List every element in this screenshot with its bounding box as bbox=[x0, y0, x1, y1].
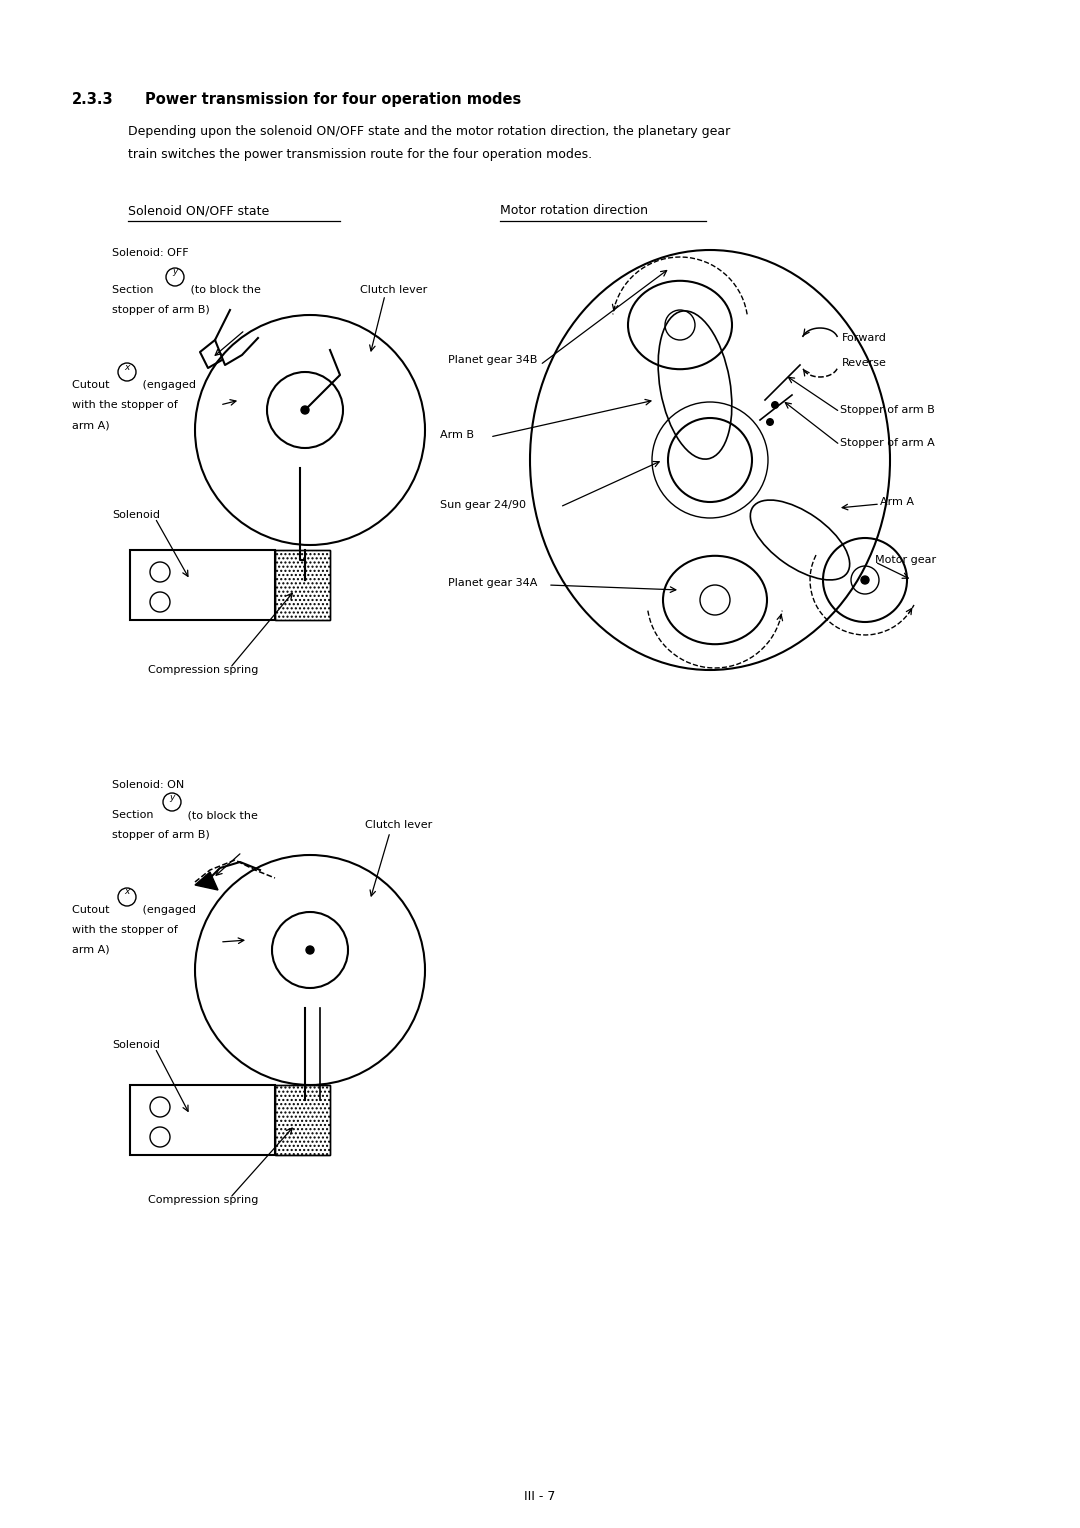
Text: Planet gear 34A: Planet gear 34A bbox=[448, 578, 538, 588]
Text: Cutout: Cutout bbox=[72, 905, 113, 915]
Text: train switches the power transmission route for the four operation modes.: train switches the power transmission ro… bbox=[129, 148, 592, 160]
Text: Solenoid ON/OFF state: Solenoid ON/OFF state bbox=[129, 205, 269, 217]
Text: Solenoid: OFF: Solenoid: OFF bbox=[112, 248, 189, 258]
Text: Section: Section bbox=[112, 810, 157, 821]
Text: arm A): arm A) bbox=[72, 420, 110, 429]
Text: Solenoid: ON: Solenoid: ON bbox=[112, 779, 185, 790]
Text: arm A): arm A) bbox=[72, 944, 110, 955]
Text: Motor rotation direction: Motor rotation direction bbox=[500, 205, 648, 217]
Text: with the stopper of: with the stopper of bbox=[72, 924, 178, 935]
Text: Power transmission for four operation modes: Power transmission for four operation mo… bbox=[145, 92, 522, 107]
Text: with the stopper of: with the stopper of bbox=[72, 400, 178, 410]
Text: Stopper of arm A: Stopper of arm A bbox=[840, 439, 935, 448]
Text: y: y bbox=[173, 267, 178, 277]
Text: Motor gear: Motor gear bbox=[875, 555, 936, 565]
Text: 2.3.3: 2.3.3 bbox=[72, 92, 113, 107]
Text: Clutch lever: Clutch lever bbox=[365, 821, 432, 830]
Bar bbox=[275, 1085, 330, 1155]
Text: Clutch lever: Clutch lever bbox=[360, 286, 428, 295]
Text: stopper of arm B): stopper of arm B) bbox=[112, 830, 210, 840]
Text: Compression spring: Compression spring bbox=[148, 1195, 258, 1206]
Text: stopper of arm B): stopper of arm B) bbox=[112, 306, 210, 315]
Circle shape bbox=[771, 400, 779, 410]
Text: Cutout: Cutout bbox=[72, 380, 113, 390]
Text: x: x bbox=[124, 362, 130, 371]
Polygon shape bbox=[195, 872, 218, 889]
Text: Compression spring: Compression spring bbox=[148, 665, 258, 675]
Text: Solenoid: Solenoid bbox=[112, 510, 160, 520]
Text: Sun gear 24/90: Sun gear 24/90 bbox=[440, 500, 526, 510]
Text: (to block the: (to block the bbox=[184, 810, 258, 821]
Text: Depending upon the solenoid ON/OFF state and the motor rotation direction, the p: Depending upon the solenoid ON/OFF state… bbox=[129, 125, 730, 138]
Text: (to block the: (to block the bbox=[187, 286, 261, 295]
Bar bbox=[130, 1085, 275, 1155]
Bar bbox=[275, 550, 330, 620]
Text: (engaged: (engaged bbox=[139, 380, 195, 390]
Circle shape bbox=[861, 576, 869, 584]
Text: Arm A: Arm A bbox=[880, 497, 914, 507]
Text: Section: Section bbox=[112, 286, 157, 295]
Bar bbox=[275, 1085, 330, 1155]
Text: Solenoid: Solenoid bbox=[112, 1041, 160, 1050]
Text: y: y bbox=[170, 793, 175, 802]
Text: Reverse: Reverse bbox=[842, 358, 887, 368]
Text: Arm B: Arm B bbox=[440, 429, 474, 440]
Bar bbox=[275, 550, 330, 620]
Text: Forward: Forward bbox=[842, 333, 887, 342]
Text: III - 7: III - 7 bbox=[524, 1490, 556, 1504]
Text: Stopper of arm B: Stopper of arm B bbox=[840, 405, 935, 416]
Bar bbox=[130, 550, 275, 620]
Text: Planet gear 34B: Planet gear 34B bbox=[448, 354, 538, 365]
Circle shape bbox=[306, 946, 314, 953]
Text: (engaged: (engaged bbox=[139, 905, 195, 915]
Text: x: x bbox=[124, 888, 130, 897]
Circle shape bbox=[766, 419, 774, 426]
Circle shape bbox=[301, 406, 309, 414]
